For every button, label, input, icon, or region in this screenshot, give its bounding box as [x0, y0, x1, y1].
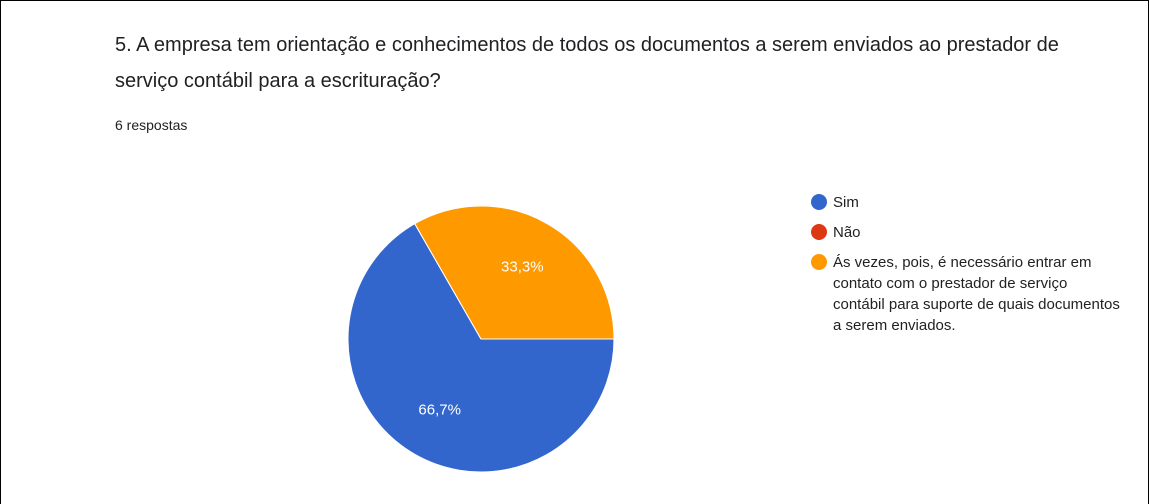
- slice-label: 66,7%: [418, 401, 461, 418]
- legend-item: Não: [811, 222, 1131, 243]
- chart-subtitle: 6 respostas: [115, 117, 188, 133]
- legend-label: Ás vezes, pois, é necessário entrar em c…: [833, 254, 1120, 334]
- chart-title: 5. A empresa tem orientação e conhecimen…: [115, 34, 1059, 92]
- legend-label: Sim: [833, 194, 859, 211]
- pie-slice: [414, 205, 615, 340]
- legend-swatch: [811, 194, 827, 210]
- slice-label: 33,3%: [501, 259, 544, 276]
- pie-chart: 66,7% 33,3%: [347, 205, 615, 473]
- pie-slice: [347, 222, 615, 473]
- legend-swatch: [811, 254, 827, 270]
- legend-label: Não: [833, 224, 861, 241]
- legend: Sim Não Ás vezes, pois, é necessário entra…: [811, 192, 1131, 345]
- legend-swatch: [811, 224, 827, 240]
- legend-item: Ás vezes, pois, é necessário entrar em c…: [811, 252, 1131, 336]
- legend-item: Sim: [811, 192, 1131, 213]
